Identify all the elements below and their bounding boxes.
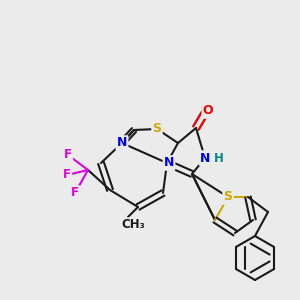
Text: CH₃: CH₃: [121, 218, 145, 232]
Text: H: H: [214, 152, 224, 164]
Text: O: O: [203, 104, 213, 118]
Text: F: F: [64, 148, 72, 161]
Text: N: N: [164, 157, 174, 169]
Text: F: F: [63, 169, 71, 182]
Text: S: S: [152, 122, 161, 136]
Text: S: S: [224, 190, 232, 203]
Text: N: N: [200, 152, 210, 164]
Text: N: N: [117, 136, 127, 149]
Text: F: F: [71, 187, 79, 200]
